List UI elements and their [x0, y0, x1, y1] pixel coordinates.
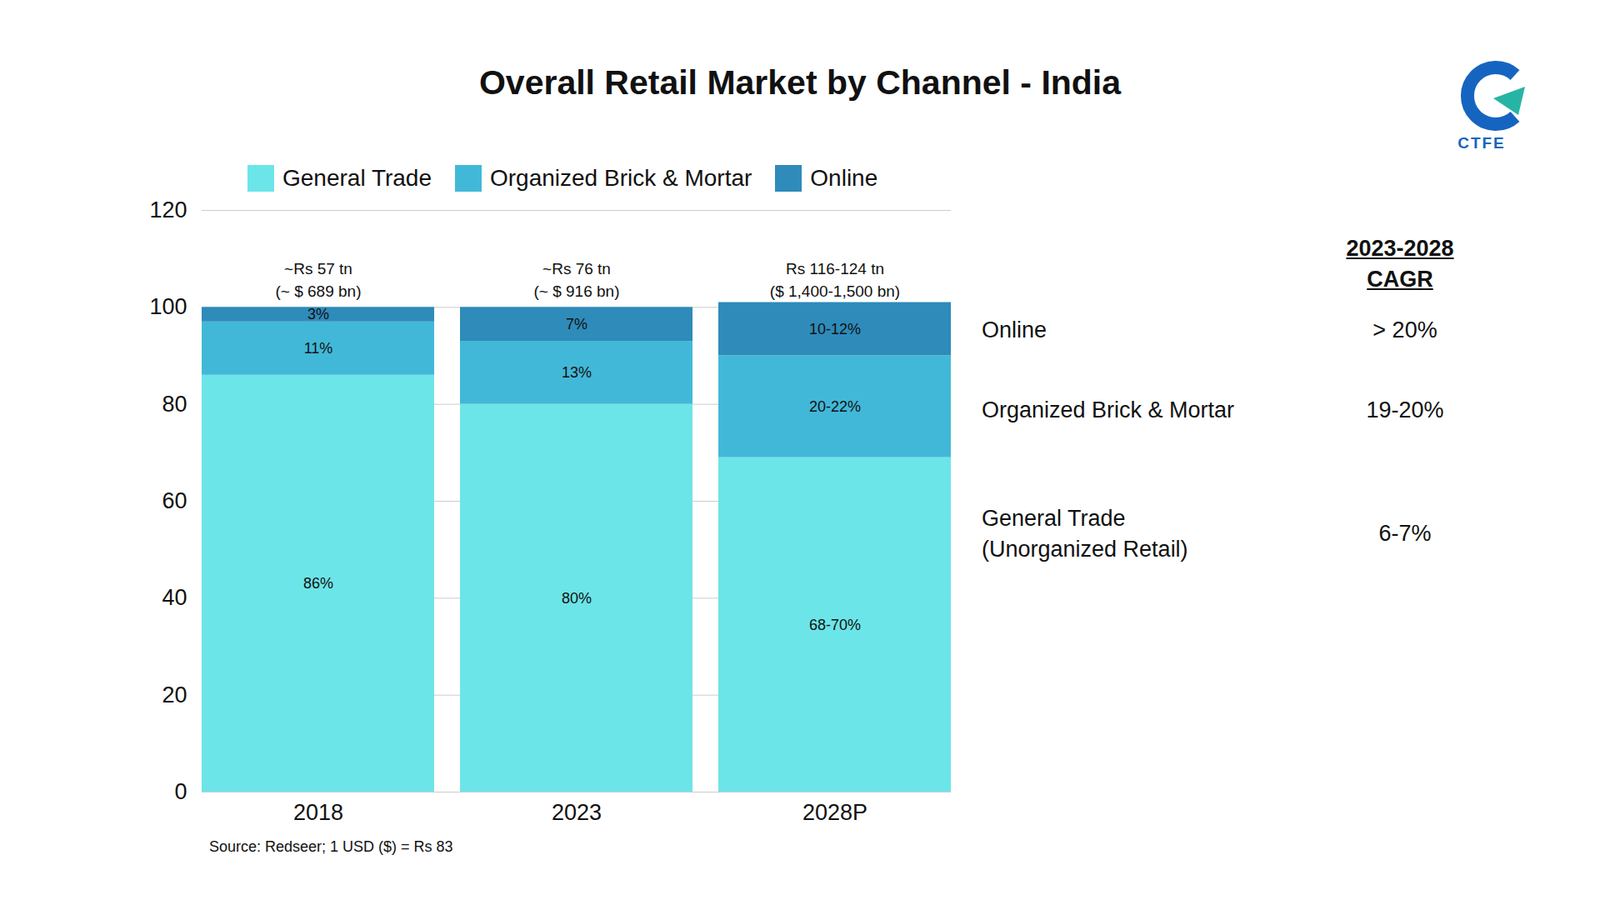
- svg-text:80%: 80%: [561, 590, 592, 607]
- html-text:6-7%: 6-7%: [1378, 520, 1432, 546]
- svg-text:~Rs 57 tn(~ $ 689 bn): ~Rs 57 tn(~ $ 689 bn): [275, 260, 362, 300]
- svg-text:40: 40: [161, 585, 187, 610]
- svg-text:68-70%: 68-70%: [809, 616, 861, 634]
- svg-text:86%: 86%: [303, 575, 334, 592]
- svg-text:3%: 3%: [307, 305, 330, 323]
- html-text:CAGR: CAGR: [1366, 266, 1434, 292]
- svg-text:CTFE: CTFE: [1457, 134, 1506, 152]
- svg-text:11%: 11%: [304, 340, 334, 357]
- html-text:General Trade: General Trade: [981, 505, 1126, 531]
- svg-text:13%: 13%: [561, 364, 592, 381]
- html-text:Online: Online: [981, 317, 1047, 343]
- svg-text:0: 0: [174, 779, 187, 805]
- html-text:Source: Redseer; 1 USD ($) = R: Source: Redseer; 1 USD ($) = Rs 83: [209, 838, 453, 855]
- html-text:2023-2028: 2023-2028: [1346, 235, 1454, 261]
- svg-text:80: 80: [161, 391, 187, 417]
- html-text:Organized Brick & Mortar: Organized Brick & Mortar: [981, 397, 1235, 423]
- html-text:> 20%: > 20%: [1372, 317, 1438, 343]
- svg-text:2028P: 2028P: [802, 800, 868, 825]
- html-text:General Trade: General Trade: [282, 165, 432, 191]
- svg-text:~Rs 76 tn(~ $ 916 bn): ~Rs 76 tn(~ $ 916 bn): [534, 260, 620, 300]
- svg-text:2018: 2018: [293, 800, 344, 825]
- svg-text:Rs 116-124 tn($ 1,400-1,500 bn: Rs 116-124 tn($ 1,400-1,500 bn): [770, 260, 900, 300]
- svg-text:60: 60: [161, 488, 187, 514]
- html-text:Organized Brick & Mortar: Organized Brick & Mortar: [490, 165, 752, 191]
- svg-text:2023: 2023: [551, 800, 602, 825]
- svg-text:10-12%: 10-12%: [809, 320, 861, 338]
- svg-text:20: 20: [161, 682, 187, 708]
- svg-text:7%: 7%: [565, 315, 588, 333]
- html-text:19-20%: 19-20%: [1366, 397, 1444, 423]
- svg-text:20-22%: 20-22%: [809, 398, 861, 415]
- html-text:Overall Retail Market by Chann: Overall Retail Market by Channel - India: [479, 63, 1121, 102]
- html-text:Online: Online: [810, 165, 878, 191]
- svg-text:120: 120: [149, 197, 187, 223]
- svg-text:100: 100: [149, 294, 187, 320]
- html-text:(Unorganized Retail): (Unorganized Retail): [981, 536, 1188, 562]
